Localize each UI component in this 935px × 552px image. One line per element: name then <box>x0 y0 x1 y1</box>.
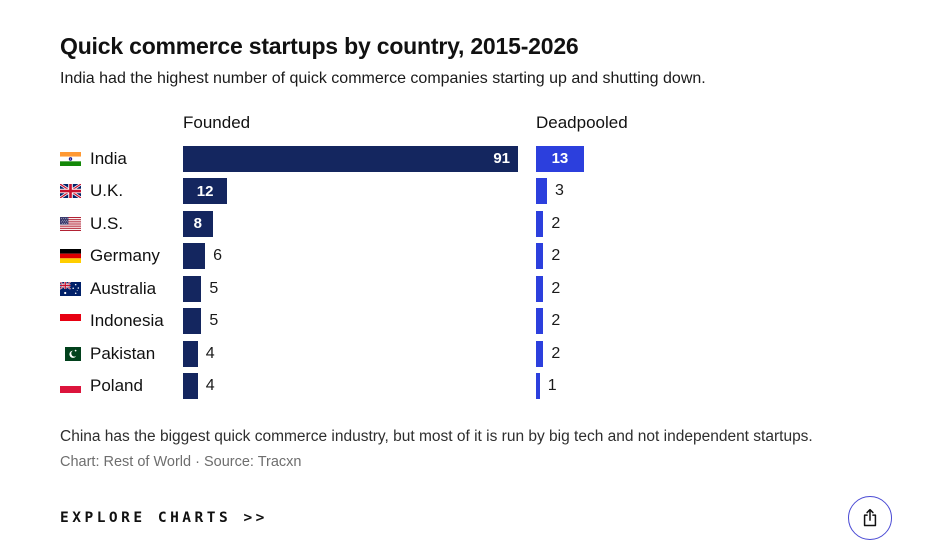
founded-bar <box>183 275 202 302</box>
country-label: Poland <box>90 376 143 396</box>
chart-row: India 91 13 <box>60 142 875 175</box>
chart-row: Germany 6 2 <box>60 240 875 273</box>
deadpooled-track: 2 <box>536 210 875 237</box>
deadpooled-bar <box>536 340 544 367</box>
deadpooled-track: 13 <box>536 145 875 172</box>
row-label: Poland <box>60 376 183 396</box>
chart-rows: India 91 13 U.K. 12 3 U.S. 8 2 Germany 6 2 Australia… <box>60 142 875 402</box>
chart-row: Indonesia 5 2 <box>60 305 875 338</box>
chart-row: Pakistan 4 2 <box>60 337 875 370</box>
deadpooled-track: 2 <box>536 243 875 270</box>
chart-row: Australia 5 2 <box>60 272 875 305</box>
explore-charts-link[interactable]: EXPLORE CHARTS >> <box>60 510 268 527</box>
page-title: Quick commerce startups by country, 2015… <box>60 33 579 59</box>
founded-track: 8 <box>183 210 536 237</box>
bar-value: 2 <box>551 247 561 265</box>
flag-uk-icon <box>60 184 81 199</box>
flag-indonesia-icon <box>60 314 81 329</box>
bar-value: 4 <box>205 377 215 395</box>
flag-us-icon <box>60 216 81 231</box>
deadpooled-bar: 13 <box>536 145 584 172</box>
bar-value: 2 <box>551 312 561 330</box>
bar-value: 12 <box>196 182 214 200</box>
deadpooled-bar <box>536 243 544 270</box>
country-label: Germany <box>90 246 160 266</box>
country-label: Pakistan <box>90 343 156 363</box>
deadpooled-bar <box>536 275 544 302</box>
flag-australia-icon <box>60 281 81 296</box>
chart-column-headers: Founded Deadpooled <box>60 113 875 141</box>
flag-poland-icon <box>60 379 81 394</box>
founded-bar <box>183 340 198 367</box>
chart-note: China has the biggest quick commerce ind… <box>60 428 813 446</box>
deadpooled-track: 2 <box>536 275 875 302</box>
founded-track: 4 <box>183 340 536 367</box>
chart-row: U.S. 8 2 <box>60 207 875 240</box>
chart-row: U.K. 12 3 <box>60 175 875 208</box>
founded-bar: 12 <box>183 178 228 205</box>
country-label: India <box>90 148 127 168</box>
founded-track: 91 <box>183 145 536 172</box>
country-label: Indonesia <box>90 311 164 331</box>
flag-india-icon <box>60 151 81 166</box>
country-label: U.K. <box>90 181 124 201</box>
founded-bar: 91 <box>183 145 518 172</box>
row-label: Pakistan <box>60 344 183 364</box>
row-label: India <box>60 149 183 169</box>
bar-value: 5 <box>209 312 219 330</box>
deadpooled-track: 2 <box>536 340 875 367</box>
founded-track: 5 <box>183 308 536 335</box>
founded-bar: 8 <box>183 210 213 237</box>
page-subtitle: India had the highest number of quick co… <box>60 70 706 88</box>
flag-pakistan-icon <box>60 346 81 361</box>
founded-column-header: Founded <box>183 113 251 133</box>
bar-value: 91 <box>493 150 510 168</box>
deadpooled-track: 3 <box>536 178 875 205</box>
bar-value: 1 <box>547 377 557 395</box>
bar-value: 6 <box>213 247 222 265</box>
deadpooled-track: 2 <box>536 308 875 335</box>
row-label: U.S. <box>60 214 183 234</box>
chart-credit: Chart: Rest of World · Source: Tracxn <box>60 454 302 471</box>
flag-germany-icon <box>60 249 81 264</box>
country-label: Australia <box>90 278 157 298</box>
share-button[interactable] <box>848 496 892 541</box>
deadpooled-bar <box>536 210 544 237</box>
bar-value: 2 <box>551 214 561 232</box>
bar-value: 13 <box>551 150 569 168</box>
chart-row: Poland 4 1 <box>60 370 875 403</box>
founded-track: 5 <box>183 275 536 302</box>
row-label: Australia <box>60 279 183 299</box>
row-label: U.K. <box>60 181 183 201</box>
founded-track: 12 <box>183 178 536 205</box>
bar-value: 5 <box>209 279 219 297</box>
deadpooled-bar <box>536 373 540 400</box>
deadpooled-bar <box>536 178 547 205</box>
deadpooled-column-header: Deadpooled <box>536 113 628 133</box>
country-label: U.S. <box>90 213 124 233</box>
founded-bar <box>183 243 206 270</box>
bar-value: 8 <box>193 215 202 233</box>
bar-value: 3 <box>555 182 564 200</box>
share-icon <box>860 508 880 528</box>
founded-track: 4 <box>183 373 536 400</box>
bar-chart: Founded Deadpooled India 91 13 U.K. 12 3 U.S. 8… <box>60 113 875 402</box>
row-label: Indonesia <box>60 311 183 331</box>
chart-card: Quick commerce startups by country, 2015… <box>60 33 892 541</box>
founded-bar <box>183 308 202 335</box>
founded-bar <box>183 373 198 400</box>
bottom-bar: EXPLORE CHARTS >> <box>60 496 892 541</box>
row-label: Germany <box>60 246 183 266</box>
bar-value: 2 <box>551 279 561 297</box>
founded-track: 6 <box>183 243 536 270</box>
deadpooled-bar <box>536 308 544 335</box>
bar-value: 4 <box>205 344 215 362</box>
bar-value: 2 <box>551 344 561 362</box>
deadpooled-track: 1 <box>536 373 875 400</box>
